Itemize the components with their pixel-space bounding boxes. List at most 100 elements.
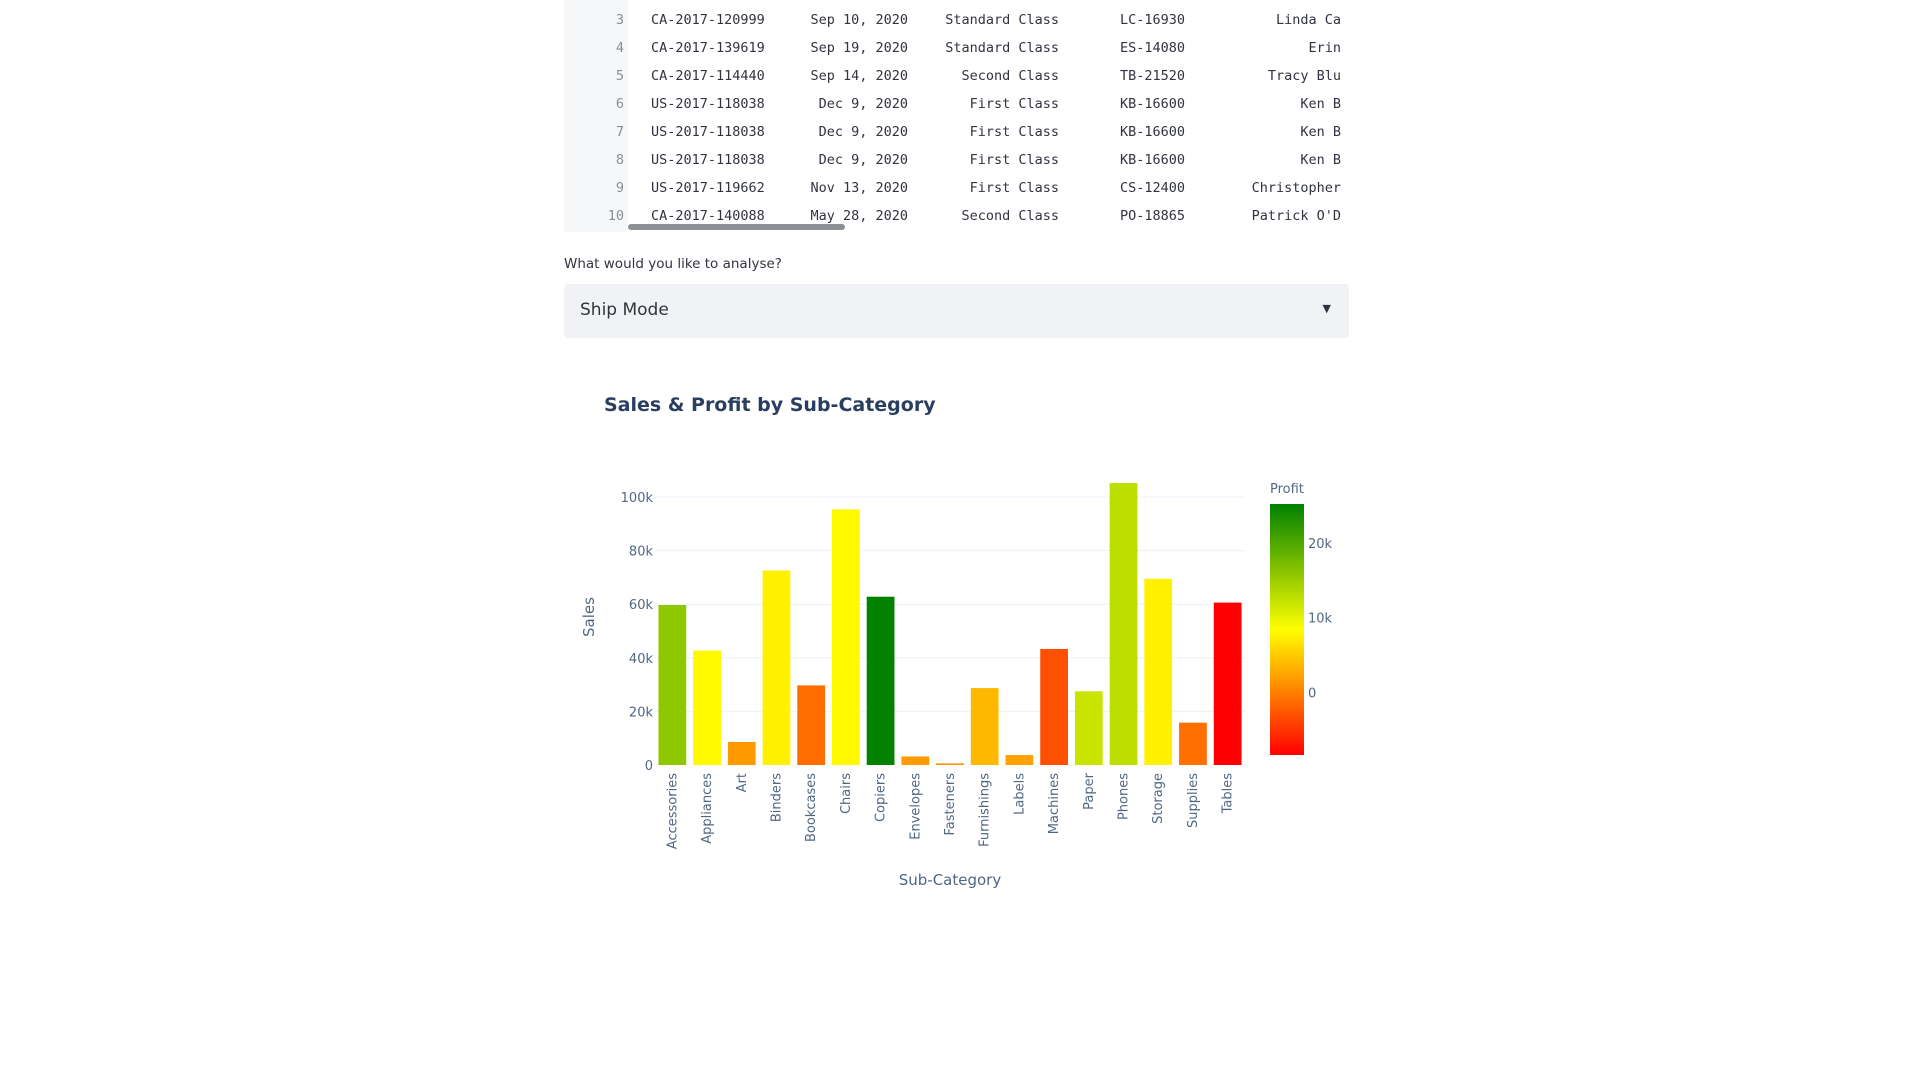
x-tick-label: Envelopes (908, 773, 923, 840)
horizontal-scrollbar[interactable] (628, 224, 845, 230)
table-cell: Standard Class (945, 40, 1059, 56)
table-cell: Dec 9, 2020 (818, 152, 908, 168)
bar-furnishings (970, 688, 999, 765)
x-tick-label: Paper (1082, 772, 1097, 809)
bar-accessories (658, 605, 687, 765)
table-cell: PO-18865 (1119, 208, 1185, 224)
table-row[interactable]: 9 US-2017-119662 Nov 13, 2020 First Class CS… (564, 174, 1349, 202)
colorbar-tick-label: 20k (1308, 537, 1333, 552)
bar-storage (1144, 578, 1173, 765)
caret-down-icon: ▼ (1322, 302, 1331, 315)
table-cell: Erin (1308, 40, 1341, 56)
table-cell: CS-12400 (1119, 180, 1185, 196)
table-cell: First Class (969, 180, 1059, 196)
x-tick-label: Bookcases (804, 773, 819, 842)
table-cell: US-2017-119662 (651, 180, 765, 196)
table-cell: CA-2017-114440 (651, 68, 765, 84)
x-tick-label: Copiers (874, 773, 889, 822)
table-cell: LC-16930 (1119, 12, 1185, 28)
x-tick-label: Labels (1012, 773, 1027, 815)
table-row[interactable]: 5 CA-2017-114440 Sep 14, 2020 Second Class T… (564, 62, 1349, 90)
x-tick-label: Tables (1221, 773, 1236, 815)
table-cell: CA-2017-139619 (651, 40, 765, 56)
table-cell: CA-2017-120999 (651, 12, 765, 28)
table-cell: Second Class (961, 68, 1059, 84)
x-tick-label: Phones (1117, 773, 1132, 820)
y-tick-label: 0 (645, 759, 653, 774)
x-tick-label: Appliances (700, 773, 715, 844)
bar-bookcases (797, 685, 826, 765)
y-tick-label: 80k (629, 545, 654, 560)
table-cell: Ken B (1300, 96, 1341, 112)
analyse-label: What would you like to analyse? (564, 256, 782, 272)
y-tick-label: 40k (629, 652, 654, 667)
row-index: 8 (615, 152, 624, 168)
table-row[interactable]: 6 US-2017-118038 Dec 9, 2020 First Class KB-… (564, 90, 1349, 118)
table-cell: KB-16600 (1119, 96, 1185, 112)
table-cell: Second Class (961, 208, 1059, 224)
table-cell: KB-16600 (1119, 152, 1185, 168)
row-index: 10 (607, 208, 624, 224)
table-cell: First Class (969, 96, 1059, 112)
bar-tables (1213, 602, 1242, 765)
table-cell: Ken B (1300, 124, 1341, 140)
y-tick-label: 100k (621, 491, 654, 506)
table-cell: Nov 13, 2020 (810, 180, 908, 196)
x-tick-label: Storage (1151, 773, 1166, 824)
table-cell: Patrick O'D (1251, 208, 1341, 224)
table-cell: US-2017-118038 (651, 124, 765, 140)
row-index: 3 (615, 12, 624, 28)
table-cell: Christopher (1251, 180, 1341, 196)
colorbar-tick-label: 10k (1308, 612, 1333, 627)
table-cell: Dec 9, 2020 (818, 96, 908, 112)
bar-paper (1074, 691, 1103, 765)
table-row[interactable]: 7 US-2017-118038 Dec 9, 2020 First Class KB-… (564, 118, 1349, 146)
chart-title: Sales & Profit by Sub-Category (604, 394, 936, 416)
table-cell: Standard Class (945, 12, 1059, 28)
table-cell: Sep 14, 2020 (810, 68, 908, 84)
x-axis-title: Sub-Category (899, 871, 1002, 889)
table-row[interactable]: 8 US-2017-118038 Dec 9, 2020 First Class KB-… (564, 146, 1349, 174)
bar-envelopes (901, 756, 930, 765)
table-cell: Linda Ca (1275, 12, 1341, 28)
table-cell: Dec 9, 2020 (818, 124, 908, 140)
table-row[interactable]: 10 CA-2017-140088 May 28, 2020 Second Class… (564, 202, 1349, 230)
bar-art (727, 741, 756, 765)
table-cell: Ken B (1300, 152, 1341, 168)
table-cell: First Class (969, 152, 1059, 168)
x-tick-label: Machines (1047, 773, 1062, 834)
y-tick-label: 60k (629, 598, 654, 613)
x-tick-label: Binders (769, 773, 784, 822)
x-tick-label: Art (735, 773, 750, 792)
analyse-select[interactable]: Ship Mode ▼ (564, 284, 1349, 338)
bar-fasteners (936, 763, 964, 765)
row-index-column (564, 0, 628, 232)
bar-machines (1040, 648, 1068, 765)
table-cell: Tracy Blu (1267, 68, 1341, 84)
table-cell: US-2017-118038 (651, 96, 765, 112)
table-cell: Sep 10, 2020 (810, 12, 908, 28)
row-index: 6 (615, 96, 624, 112)
bar-labels (1005, 755, 1034, 765)
row-index: 7 (615, 124, 624, 140)
x-tick-label: Fasteners (943, 773, 958, 836)
bar-phones (1109, 483, 1138, 765)
data-table[interactable]: 3 CA-2017-120999 Sep 10, 2020 Standard Clas… (564, 0, 1349, 232)
analyse-select-value: Ship Mode (580, 300, 669, 320)
x-tick-label: Chairs (839, 773, 854, 814)
table-cell: CA-2017-140088 (651, 208, 765, 224)
row-index: 5 (615, 68, 624, 84)
table-cell: May 28, 2020 (810, 208, 908, 224)
bar-appliances (693, 650, 721, 765)
table-cell: First Class (969, 124, 1059, 140)
table-cell: US-2017-118038 (651, 152, 765, 168)
table-row[interactable]: 3 CA-2017-120999 Sep 10, 2020 Standard Clas… (564, 6, 1349, 34)
y-axis-title: Sales (580, 597, 598, 637)
table-cell: TB-21520 (1119, 68, 1185, 84)
colorbar-tick-label: 0 (1308, 686, 1316, 701)
row-index: 9 (615, 180, 624, 196)
table-row[interactable]: 4 CA-2017-139619 Sep 19, 2020 Standard Clas… (564, 34, 1349, 62)
y-tick-label: 20k (629, 705, 654, 720)
table-cell: ES-14080 (1119, 40, 1185, 56)
